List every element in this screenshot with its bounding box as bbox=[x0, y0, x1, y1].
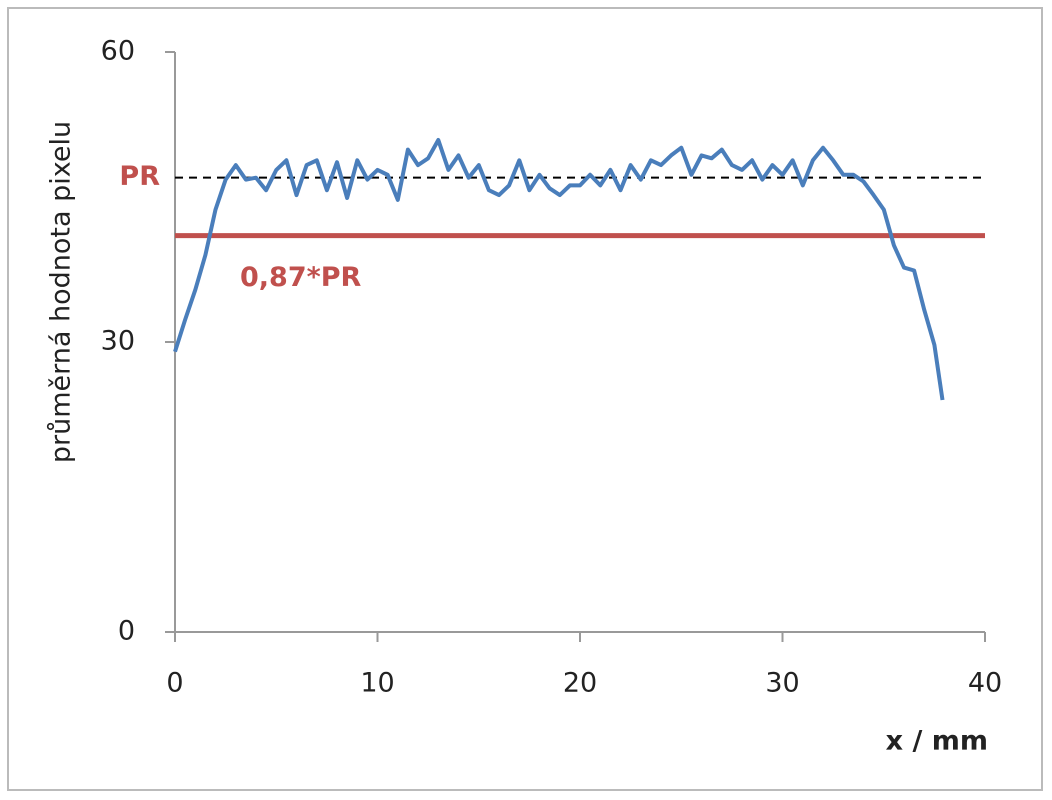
x-tick-label: 0 bbox=[166, 668, 183, 699]
reference-label: 0,87*PR bbox=[240, 262, 362, 293]
x-tick-label: 20 bbox=[563, 668, 597, 699]
y-tick-label: 60 bbox=[101, 36, 135, 67]
frame bbox=[7, 7, 1043, 791]
y-axis-label: průměrná hodnota pixelu bbox=[46, 121, 77, 463]
data-line bbox=[173, 138, 945, 401]
x-tick-label: 40 bbox=[968, 668, 1002, 699]
y-tick-label: 0 bbox=[118, 616, 135, 647]
x-tick-label: 10 bbox=[360, 668, 394, 699]
y-tick-label: 30 bbox=[101, 326, 135, 357]
x-axis-label: x / mm bbox=[886, 726, 988, 757]
x-tick-label: 30 bbox=[765, 668, 799, 699]
reference-label: PR bbox=[119, 161, 160, 192]
